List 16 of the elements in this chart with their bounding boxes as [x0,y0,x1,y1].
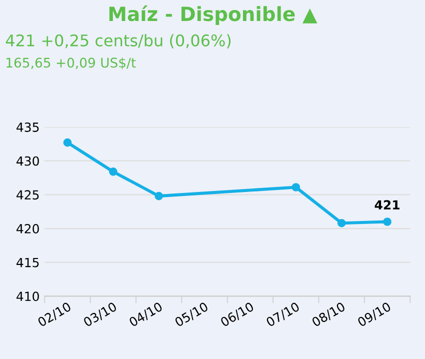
y-tick-label: 415 [16,258,39,268]
point [383,218,392,226]
point [292,183,300,192]
y-tick-label: 430 [16,156,39,166]
y-tick-label: 425 [16,190,39,200]
text: 165,65 +0,09 US$/t [6,57,136,70]
y-tick-label: 420 [16,224,39,234]
y-tick-label: 410 [16,292,39,302]
point [154,192,164,200]
point [108,168,118,176]
point [337,218,346,228]
data-label: 421 [374,200,400,210]
chart-subtitle: 421 +0,25 cents/bu (0,06%) [6,34,231,48]
point [63,138,72,147]
chart-title: Maíz - Disponible ▲ [109,5,318,25]
y-tick-label: 435 [16,122,39,132]
